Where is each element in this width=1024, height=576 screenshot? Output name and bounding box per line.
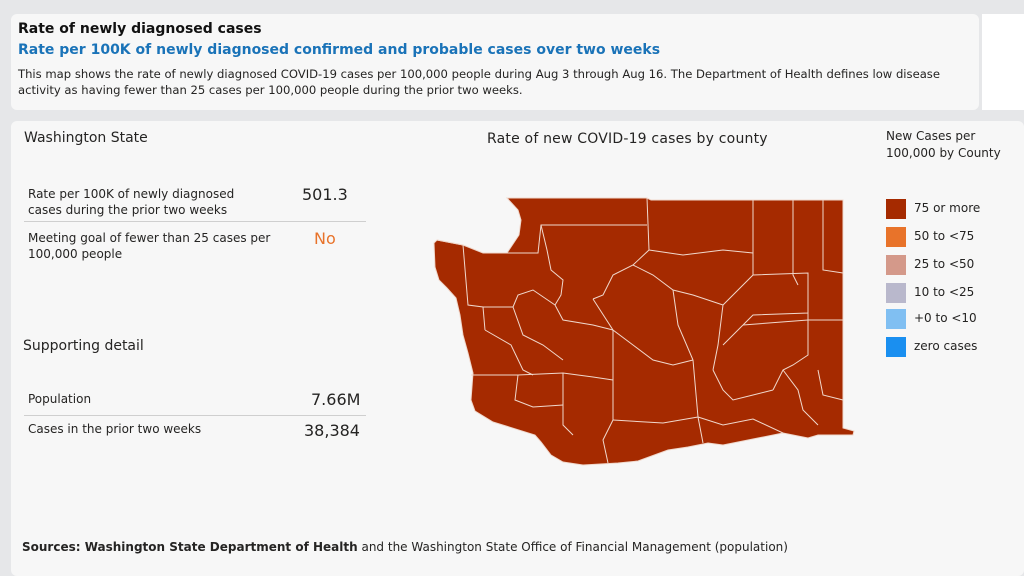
header-side-panel	[982, 14, 1024, 110]
legend-label: 10 to <25	[914, 285, 975, 299]
goal-value: No	[314, 229, 336, 248]
legend-swatch	[886, 309, 906, 329]
legend-label: zero cases	[914, 339, 978, 353]
rate-row: Rate per 100K of newly diagnosed cases d…	[24, 181, 366, 222]
legend-label: +0 to <10	[914, 311, 977, 325]
sources-prefix: Sources: Washington State Department of …	[22, 540, 358, 554]
page-subtitle: Rate per 100K of newly diagnosed confirm…	[18, 42, 661, 58]
supporting-detail-title: Supporting detail	[23, 338, 144, 354]
page-description: This map shows the rate of newly diagnos…	[18, 67, 940, 97]
legend-title: New Cases per 100,000 by County	[886, 128, 1001, 162]
legend-swatch	[886, 227, 906, 247]
cases-row: Cases in the prior two weeks 38,384	[24, 417, 366, 447]
population-label: Population	[28, 392, 92, 406]
sources-note: Sources: Washington State Department of …	[22, 540, 788, 554]
legend-label: 50 to <75	[914, 229, 975, 243]
map-title: Rate of new COVID-19 cases by county	[487, 131, 768, 147]
rate-label: Rate per 100K of newly diagnosed cases d…	[28, 187, 235, 217]
legend-swatch	[886, 199, 906, 219]
state-panel-title: Washington State	[24, 130, 148, 146]
washington-county-map	[433, 197, 855, 466]
population-row: Population 7.66M	[24, 385, 366, 416]
legend-title-line2: 100,000 by County	[886, 146, 1001, 160]
goal-label: Meeting goal of fewer than 25 cases per …	[28, 231, 271, 261]
legend-swatch	[886, 337, 906, 357]
legend-swatch	[886, 283, 906, 303]
cases-value: 38,384	[304, 421, 360, 440]
legend-label: 75 or more	[914, 201, 981, 215]
rate-value: 501.3	[302, 185, 348, 204]
population-value: 7.66M	[311, 390, 361, 409]
cases-label: Cases in the prior two weeks	[28, 422, 202, 436]
main-card: Washington State Rate per 100K of newly …	[11, 121, 1024, 576]
legend-title-line1: New Cases per	[886, 129, 976, 143]
sources-suffix: and the Washington State Office of Finan…	[357, 540, 788, 554]
header-card: Rate of newly diagnosed cases Rate per 1…	[11, 14, 979, 110]
legend-label: 25 to <50	[914, 257, 975, 271]
county-borders	[436, 197, 844, 464]
legend-swatch	[886, 255, 906, 275]
page-title: Rate of newly diagnosed cases	[18, 21, 262, 37]
washington-state-shape[interactable]	[433, 197, 855, 466]
goal-row: Meeting goal of fewer than 25 cases per …	[24, 225, 366, 265]
